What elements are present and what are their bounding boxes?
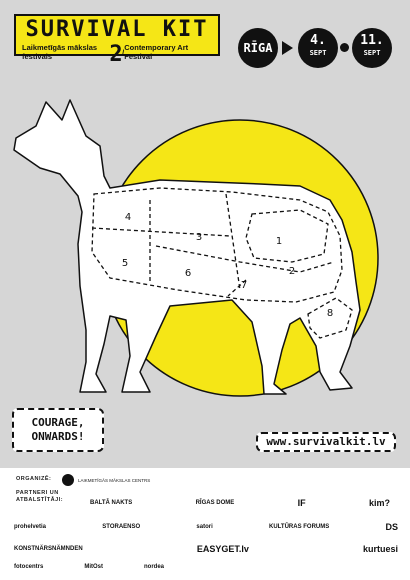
sponsor-logo: satori bbox=[196, 524, 213, 530]
dog-silhouette bbox=[13, 99, 361, 395]
cut-number-7: 7 bbox=[241, 280, 247, 291]
sponsor-logo: KULTŪRAS FORUMS bbox=[269, 524, 330, 530]
dog-cut-map: 1 2 3 4 5 6 7 8 bbox=[13, 99, 379, 397]
end-date-badge: 11. SEPT bbox=[352, 28, 392, 68]
cut-number-3: 3 bbox=[196, 232, 202, 243]
festival-title: SURVIVAL KIT 2 bbox=[25, 17, 209, 67]
sponsor-logo: kurtuesi bbox=[362, 544, 398, 554]
sponsor-logo: EASYGET.lv bbox=[196, 544, 249, 554]
sponsor-logo: BALTĀ NAKTS bbox=[90, 500, 133, 506]
sponsor-row-3: KONSTNÄRSNÄMNDEN EASYGET.lv kurtuesi bbox=[14, 544, 398, 554]
festival-subtitle: Laikmetīgās mākslas festivāls / Contempo… bbox=[22, 43, 212, 61]
start-month: SEPT bbox=[309, 49, 327, 57]
sponsor-logo: STORAENSO bbox=[102, 524, 141, 530]
dot-separator-icon bbox=[340, 43, 349, 52]
organizer-label: ORGANIZĒ: bbox=[16, 476, 52, 482]
festival-title-box: SURVIVAL KIT 2 Laikmetīgās mākslas festi… bbox=[14, 14, 220, 67]
slogan-line-1: COURAGE, bbox=[31, 416, 85, 429]
end-month: SEPT bbox=[363, 49, 381, 57]
organizer-name: LAIKMETĪGĀS MĀKSLAS CENTRS bbox=[78, 478, 151, 483]
start-day: 4. bbox=[310, 33, 326, 48]
sponsor-logo: nordea bbox=[143, 564, 164, 570]
cut-number-2: 2 bbox=[289, 266, 295, 277]
cut-lines bbox=[91, 187, 353, 339]
cut-number-8: 8 bbox=[327, 308, 333, 319]
cut-number-4: 4 bbox=[125, 212, 131, 223]
website-link[interactable]: www.survivalkit.lv bbox=[256, 432, 396, 452]
sponsor-strip: ORGANIZĒ: LAIKMETĪGĀS MĀKSLAS CENTRS PAR… bbox=[0, 468, 410, 580]
sponsor-row-1: BALTĀ NAKTS RĪGAS DOME IF kim? bbox=[90, 498, 390, 508]
sponsor-row-2: prohelvetia STORAENSO satori KULTŪRAS FO… bbox=[14, 522, 398, 532]
city-badge: RĪGA bbox=[238, 28, 278, 68]
subtitle-divider: / bbox=[122, 47, 125, 57]
cut-number-1: 1 bbox=[276, 236, 282, 247]
slogan-box: COURAGE, ONWARDS! bbox=[12, 408, 104, 452]
sponsor-row-4: fotocentrs MitOst nordea bbox=[14, 564, 164, 570]
sponsor-logo: prohelvetia bbox=[14, 524, 47, 530]
start-date-badge: 4. SEPT bbox=[298, 28, 338, 68]
sponsor-logo: KONSTNÄRSNÄMNDEN bbox=[14, 546, 83, 552]
end-day: 11. bbox=[360, 33, 384, 48]
sponsor-logo: DS bbox=[385, 522, 398, 532]
sponsor-logo: fotocentrs bbox=[14, 564, 44, 570]
sponsor-logo: IF bbox=[297, 498, 306, 508]
lmc-logo-icon bbox=[62, 474, 74, 486]
partners-label: PARTNERI UN ATBALSTĪTĀJI: bbox=[16, 490, 64, 503]
cut-number-5: 5 bbox=[122, 258, 128, 269]
sponsor-logo: MitOst bbox=[84, 564, 103, 570]
cut-number-6: 6 bbox=[185, 268, 191, 279]
arrow-right-icon bbox=[282, 41, 293, 55]
sponsor-logo: kim? bbox=[368, 498, 390, 508]
slogan-line-2: ONWARDS! bbox=[31, 430, 85, 443]
sponsor-logo: RĪGAS DOME bbox=[195, 500, 235, 506]
subtitle-latvian: Laikmetīgās mākslas festivāls bbox=[22, 43, 98, 61]
subtitle-english: Contemporary Art Festival bbox=[124, 43, 189, 61]
